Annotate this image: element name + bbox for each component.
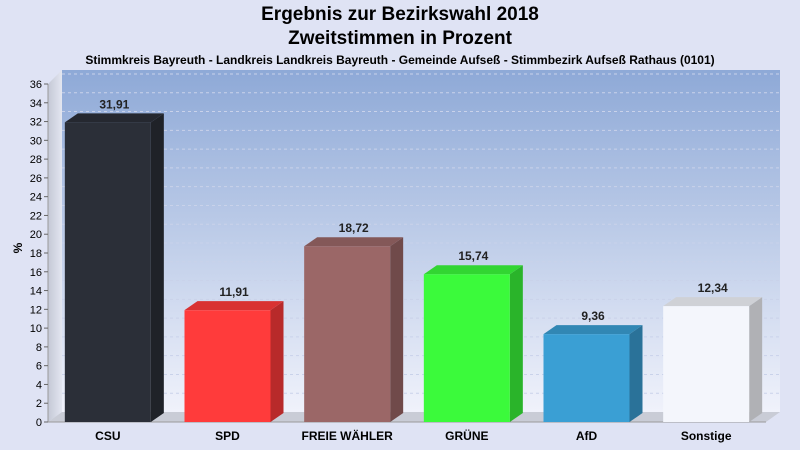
bar-6: 12,34 <box>663 281 763 422</box>
y-tick-label: 22 <box>30 210 42 222</box>
bar-side <box>629 325 643 422</box>
y-tick-label: 20 <box>30 229 42 241</box>
bar-front <box>543 334 630 422</box>
bar-front <box>423 274 510 422</box>
bar-2: 11,91 <box>184 285 284 422</box>
bar-4: 15,74 <box>423 249 523 422</box>
bar-3: 18,72 <box>304 221 404 422</box>
bar-top <box>304 237 404 247</box>
x-category-label: SPD <box>215 429 240 443</box>
y-tick-label: 36 <box>30 79 42 91</box>
bar-value-label: 9,36 <box>581 309 605 323</box>
x-category-label: CSU <box>95 429 120 443</box>
bar-1: 31,91 <box>64 97 164 422</box>
bar-5: 9,36 <box>543 309 643 422</box>
y-tick-label: 12 <box>30 304 42 316</box>
y-tick-label: 4 <box>36 379 42 391</box>
y-tick-label: 26 <box>30 173 42 185</box>
side-wall <box>48 70 62 422</box>
bar-side <box>749 297 763 422</box>
y-tick-label: 32 <box>30 117 42 129</box>
bar-front <box>184 310 271 422</box>
bar-value-label: 12,34 <box>698 281 728 295</box>
bar-top <box>64 113 164 123</box>
bar-side <box>509 265 523 422</box>
y-tick-label: 14 <box>30 286 42 298</box>
chart-title: Ergebnis zur Bezirkswahl 2018 <box>261 4 539 25</box>
bar-side <box>270 301 284 422</box>
bar-value-label: 11,91 <box>219 285 249 299</box>
chart-subsubtitle: Stimmkreis Bayreuth - Landkreis Landkrei… <box>85 53 715 67</box>
y-tick-label: 10 <box>30 323 42 335</box>
bar-value-label: 31,91 <box>99 97 129 111</box>
chart-subtitle: Zweitstimmen in Prozent <box>288 28 512 49</box>
y-tick-label: 6 <box>36 361 42 373</box>
bar-value-label: 15,74 <box>458 249 488 263</box>
plot-background <box>62 70 780 412</box>
x-category-label: FREIE WÄHLER <box>301 428 393 443</box>
y-tick-label: 34 <box>30 98 42 110</box>
bar-front <box>663 306 750 422</box>
x-category-label: AfD <box>576 429 598 443</box>
bar-top <box>423 265 523 275</box>
bar-top <box>543 325 643 335</box>
y-tick-label: 2 <box>36 398 42 410</box>
bar-front <box>64 122 151 422</box>
y-tick-label: 30 <box>30 135 42 147</box>
bar-side <box>150 113 164 422</box>
y-tick-label: 24 <box>30 192 42 204</box>
bar-value-label: 18,72 <box>339 221 369 235</box>
y-tick-label: 0 <box>36 417 42 429</box>
bar-front <box>304 246 391 422</box>
x-category-label: GRÜNE <box>445 428 488 443</box>
y-tick-label: 18 <box>30 248 42 260</box>
x-category-label: Sonstige <box>681 429 732 443</box>
y-tick-label: 28 <box>30 154 42 166</box>
bar-side <box>390 237 404 422</box>
bar-top <box>184 301 284 311</box>
y-tick-label: 16 <box>30 267 42 279</box>
bar-top <box>663 297 763 307</box>
y-tick-label: 8 <box>36 342 42 354</box>
y-axis-label: % <box>11 242 25 253</box>
